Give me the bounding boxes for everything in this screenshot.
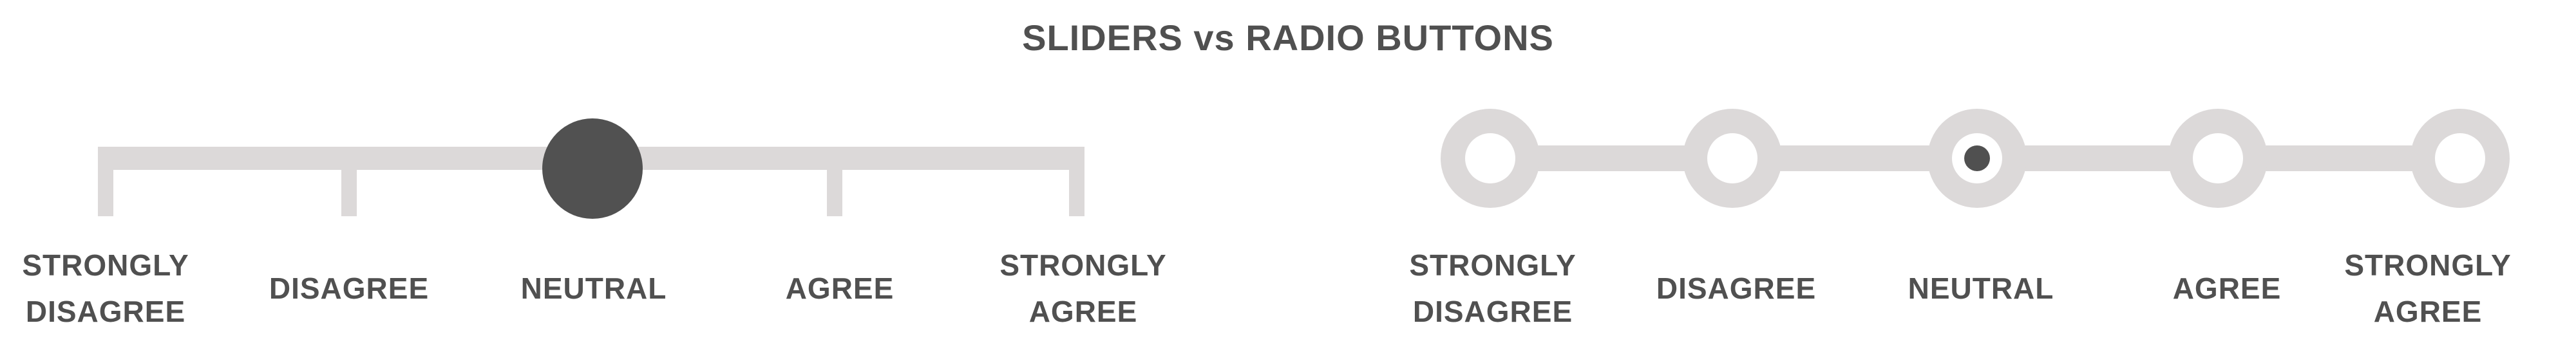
slider-tick [827,147,842,216]
radio-inner [1465,133,1515,183]
slider-thumb[interactable] [542,118,643,219]
radio-inner [2435,133,2485,183]
radio-strongly-agree[interactable] [2410,109,2510,208]
slider-label-disagree: DISAGREE [269,272,430,305]
radio-strongly-disagree[interactable] [1441,109,1540,208]
radio-label-strongly-disagree: STRONGLY DISAGREE [1409,248,1577,328]
radio-inner [2193,133,2243,183]
radio-neutral[interactable] [1927,109,2027,208]
slider-label-strongly-disagree: STRONGLY DISAGREE [22,248,189,328]
slider-tick [341,147,357,216]
radio-label-neutral: NEUTRAL [1908,272,2054,305]
radio-label-strongly-agree: STRONGLY AGREE [2344,248,2512,328]
radio-agree[interactable] [2168,109,2268,208]
slider-tick [98,147,113,216]
slider-tick [1069,147,1084,216]
radio-selected-dot [1964,145,1990,171]
radio-disagree[interactable] [1683,109,1782,208]
slider-label-neutral: NEUTRAL [520,272,667,305]
page-title: SLIDERS vs RADIO BUTTONS [1022,17,1554,58]
radio-inner [1707,133,1757,183]
radio-inner [1952,133,2002,183]
radio-label-agree: AGREE [2172,272,2282,305]
slider-label-agree: AGREE [785,272,895,305]
radio-label-disagree: DISAGREE [1656,272,1817,305]
slider-label-strongly-agree: STRONGLY AGREE [999,248,1167,328]
